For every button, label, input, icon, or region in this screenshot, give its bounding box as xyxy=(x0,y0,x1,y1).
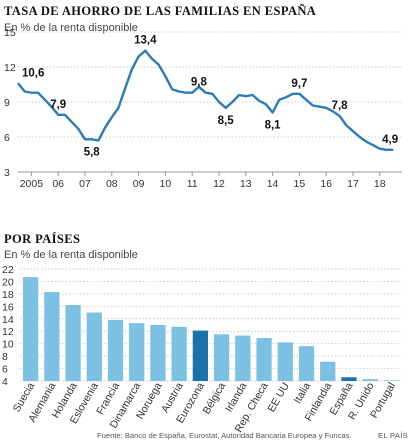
y-tick-label: 14 xyxy=(2,314,14,326)
x-tick-label: 2005 xyxy=(20,178,44,190)
x-tick-label: 17 xyxy=(347,178,359,190)
x-tick-label: 10 xyxy=(160,178,172,190)
bar xyxy=(107,320,124,381)
line-chart-title: TASA DE AHORRO DE LAS FAMILIAS EN ESPAÑA xyxy=(4,4,317,18)
data-label: 8,5 xyxy=(218,115,235,127)
data-label: 9,7 xyxy=(291,78,307,90)
x-tick-label: 12 xyxy=(213,178,225,190)
bar xyxy=(256,338,272,381)
data-label: 9,8 xyxy=(191,77,208,89)
bar xyxy=(320,361,336,381)
bar xyxy=(362,379,378,381)
bar xyxy=(298,346,315,381)
y-tick-label: 15 xyxy=(4,27,16,39)
data-label: 7,8 xyxy=(332,100,349,112)
x-tick-label: 08 xyxy=(106,178,118,190)
data-label: 4,9 xyxy=(382,134,398,146)
bar xyxy=(150,325,166,381)
y-tick-label: 22 xyxy=(2,264,14,276)
x-tick-label: 07 xyxy=(79,178,91,190)
data-label: 10,6 xyxy=(22,67,44,79)
x-tick-label: 13 xyxy=(240,178,252,190)
source-note: Fuente: Banco de España, Eurostat, Autor… xyxy=(97,431,352,440)
bar xyxy=(86,312,102,381)
x-tick-label: 16 xyxy=(320,178,332,190)
x-tick-label: 11 xyxy=(187,178,198,190)
brand-name: EL PAÍS xyxy=(378,431,408,440)
bar xyxy=(383,380,400,381)
bar xyxy=(129,323,145,381)
data-label: 7,9 xyxy=(50,99,66,111)
x-tick-label: 14 xyxy=(267,178,279,190)
bar-chart: 46810121416182022SueciaAlemaniaHolandaEs… xyxy=(2,264,402,435)
y-tick-label: 6 xyxy=(2,364,8,376)
bar xyxy=(213,334,230,381)
y-tick-label: 4 xyxy=(2,376,8,388)
bar xyxy=(22,277,39,381)
category-label: EE UU xyxy=(265,381,291,415)
y-tick-label: 18 xyxy=(2,289,14,301)
y-tick-label: 12 xyxy=(2,326,14,338)
bar-chart-title: POR PAÍSES xyxy=(4,232,81,246)
y-tick-label: 3 xyxy=(4,167,10,179)
bar xyxy=(341,377,357,381)
bar xyxy=(65,305,81,381)
x-tick-label: 09 xyxy=(133,178,145,190)
bar-chart-subtitle: En % de la renta disponible xyxy=(4,249,138,261)
x-tick-label: 18 xyxy=(374,178,386,190)
y-tick-label: 8 xyxy=(2,351,8,363)
y-tick-label: 16 xyxy=(2,301,14,313)
data-label: 8,1 xyxy=(265,120,282,132)
line-chart: 3 6 9 12 15 2005 06 07 08 09 10 11 12 13 14 15 16 17 18 10,… xyxy=(4,27,402,190)
savings-rate-line xyxy=(17,49,394,151)
bar xyxy=(44,292,60,381)
y-tick-label: 10 xyxy=(2,339,14,351)
y-tick-label: 12 xyxy=(4,62,16,74)
bar xyxy=(192,330,209,381)
x-tick-label: 15 xyxy=(294,178,306,190)
category-label: Italia xyxy=(292,380,314,405)
y-tick-label: 9 xyxy=(4,97,10,109)
line-chart-subtitle: En % de la renta disponible xyxy=(4,22,138,34)
bar xyxy=(235,335,251,381)
y-tick-label: 6 xyxy=(4,132,10,144)
y-tick-label: 20 xyxy=(2,276,14,288)
bar xyxy=(277,342,293,381)
x-tick-label: 06 xyxy=(52,178,64,190)
data-label: 5,8 xyxy=(84,146,101,158)
data-label: 13,4 xyxy=(134,35,157,47)
bar xyxy=(171,326,187,381)
